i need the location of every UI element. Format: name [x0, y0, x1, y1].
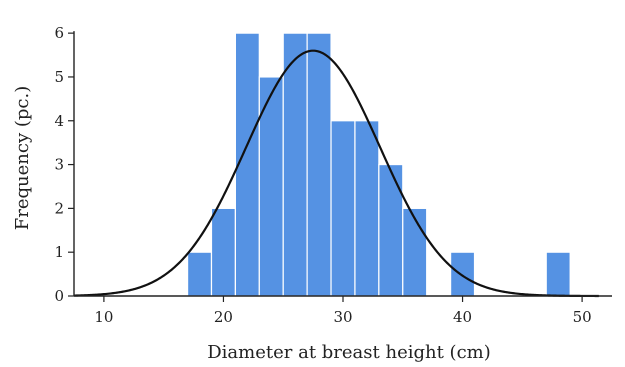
histogram-bar-11: [450, 251, 476, 297]
y-tick-label: 3: [54, 156, 64, 174]
y-tick-label: 1: [54, 243, 64, 261]
x-axis-ticks: 10 20 30 40 50: [94, 296, 592, 326]
histogram-bars: [186, 32, 571, 297]
x-tick-label: 40: [453, 308, 472, 326]
y-tick-label: 4: [54, 112, 64, 130]
y-axis-ticks: 0 1 2 3 4 5 6: [54, 24, 74, 305]
y-tick-label: 0: [54, 287, 64, 305]
x-axis-title: Diameter at breast height (cm): [207, 342, 491, 363]
y-tick-label: 2: [54, 199, 64, 217]
y-axis-title: Frequency (pc.): [12, 86, 33, 230]
histogram-bar-6: [306, 32, 332, 297]
y-tick-label: 6: [54, 24, 64, 42]
histogram-bar-1: [186, 251, 213, 297]
histogram-bar-2: [210, 207, 237, 297]
x-tick-label: 50: [573, 308, 592, 326]
histogram-bar-9: [378, 163, 404, 297]
y-tick-label: 5: [54, 68, 64, 86]
histogram-bar-8: [354, 120, 380, 297]
x-tick-label: 10: [94, 308, 113, 326]
histogram-bar-10: [402, 207, 428, 297]
histogram-bar-5: [282, 32, 308, 297]
x-tick-label: 20: [214, 308, 233, 326]
x-tick-label: 30: [333, 308, 352, 326]
histogram-bar-12: [545, 251, 571, 297]
histogram-bar-7: [330, 120, 356, 297]
normal-fit-curve: [73, 49, 599, 298]
